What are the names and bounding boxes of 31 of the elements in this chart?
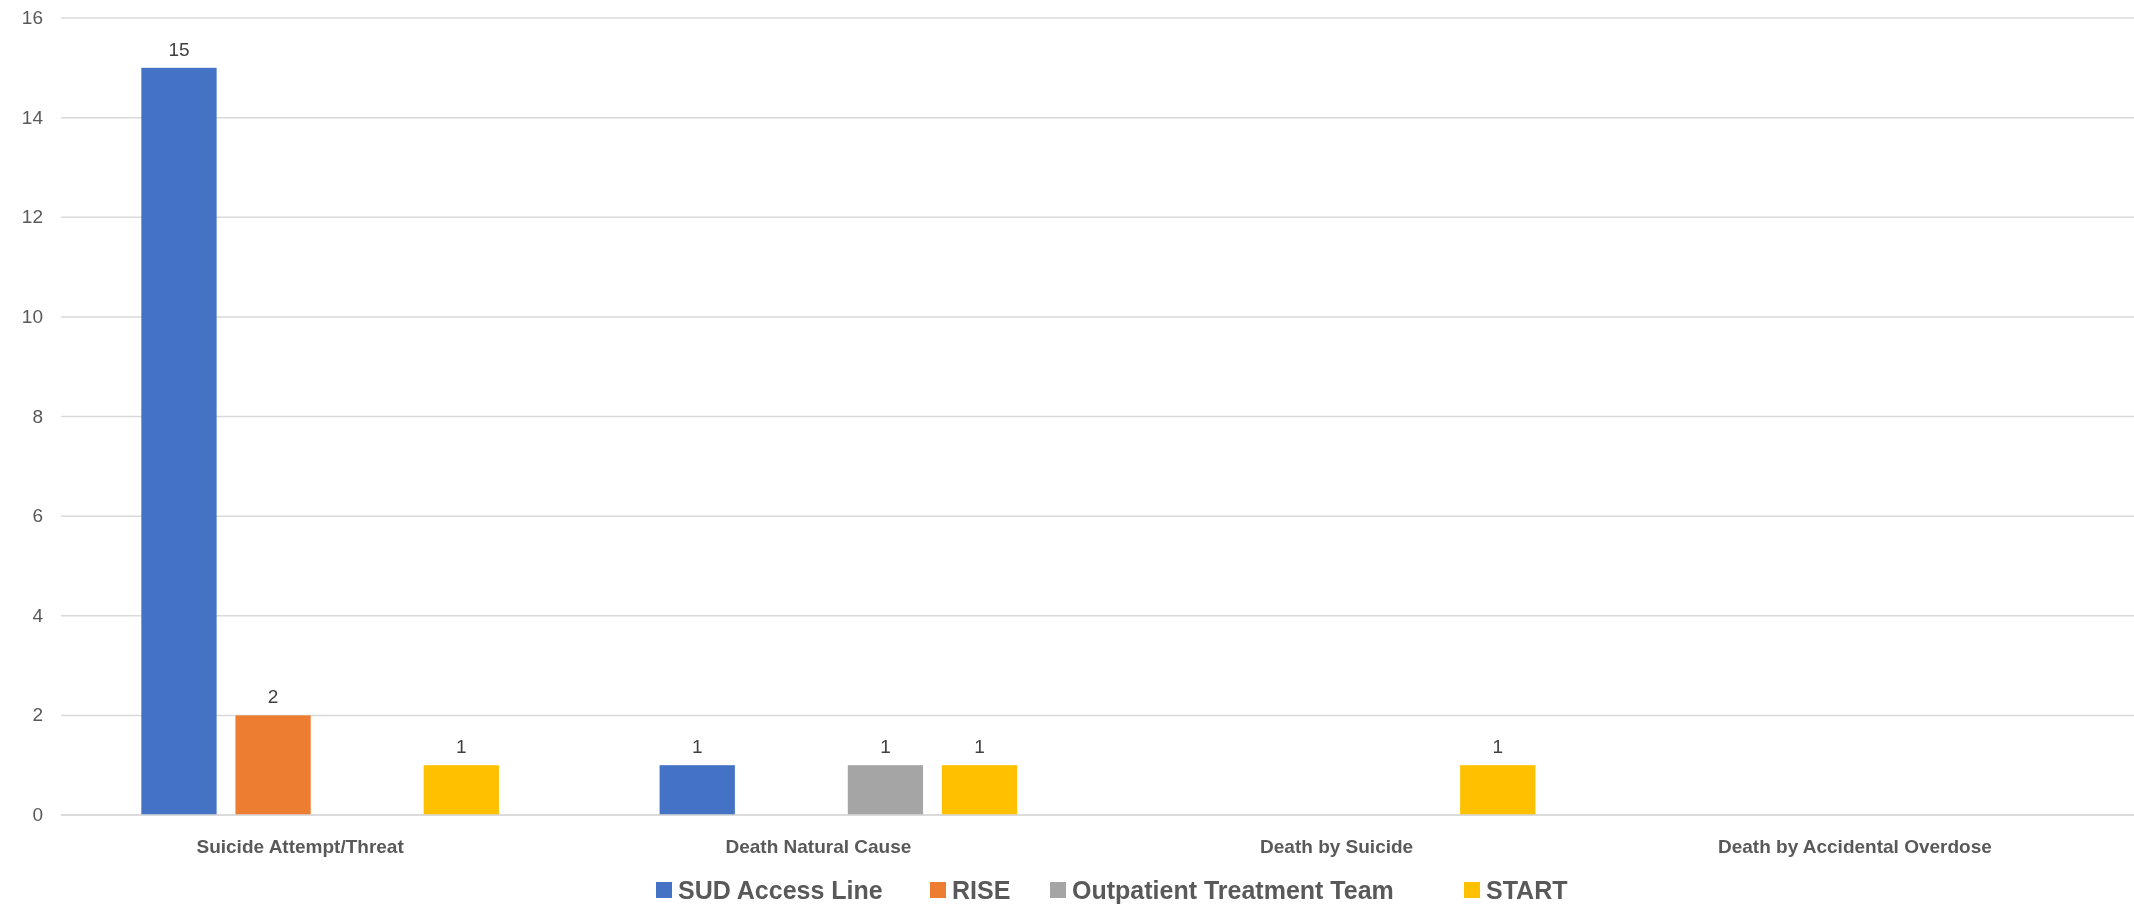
- bar: [941, 765, 1018, 815]
- data-label: 1: [1492, 736, 1504, 758]
- legend-label: RISE: [952, 876, 1011, 904]
- x-tick-label: Suicide Attempt/Threat: [196, 836, 405, 857]
- legend-label: START: [1486, 876, 1568, 904]
- x-tick-label: Death by Accidental Overdose: [1717, 836, 1992, 857]
- data-label: 15: [168, 38, 190, 60]
- y-tick-label: 12: [21, 206, 43, 228]
- y-tick-label: 14: [21, 106, 44, 128]
- y-tick-label: 16: [21, 7, 43, 28]
- bar: [847, 765, 924, 815]
- y-tick-label: 2: [32, 704, 43, 726]
- legend-label: Outpatient Treatment Team: [1072, 876, 1394, 904]
- bar: [659, 765, 735, 815]
- data-label: 1: [691, 736, 703, 758]
- data-label: 1: [455, 736, 467, 758]
- bar: [423, 765, 499, 815]
- y-tick-label: 6: [32, 505, 43, 527]
- y-tick-label: 8: [32, 405, 43, 427]
- legend-label: SUD Access Line: [678, 876, 883, 904]
- y-tick-label: 0: [32, 804, 43, 825]
- data-label: 1: [974, 736, 985, 758]
- bar: [235, 715, 311, 815]
- y-tick-label: 10: [21, 305, 43, 327]
- y-tick-label: 4: [32, 604, 44, 626]
- data-label: 2: [267, 686, 279, 708]
- x-tick-label: Death by Suicide: [1260, 836, 1414, 857]
- bar: [1460, 765, 1536, 815]
- data-label: 1: [880, 736, 891, 758]
- x-tick-label: Death Natural Cause: [725, 836, 912, 857]
- bar: [141, 67, 217, 815]
